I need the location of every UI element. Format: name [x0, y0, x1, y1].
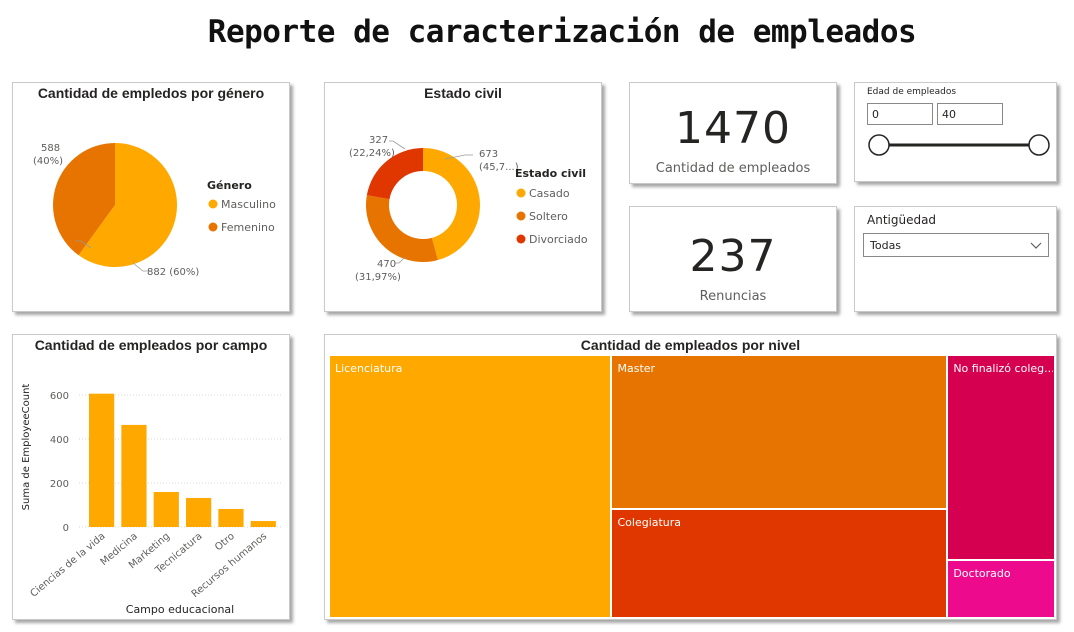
bar-recursos-humanos[interactable] — [250, 521, 276, 527]
slider-min-handle[interactable] — [868, 134, 890, 156]
page-title: Reporte de caracterización de empleados — [207, 14, 917, 50]
slider-max-handle[interactable] — [1028, 134, 1050, 156]
treemap-label-no-finalizo-coleg: No finalizó coleg... — [953, 362, 1053, 375]
treemap-cell-master[interactable]: Master — [611, 355, 948, 509]
bar-medicina[interactable] — [121, 424, 147, 527]
seniority-card: Antigüedad Todas — [854, 206, 1057, 312]
treemap-cell-no-finalizo-coleg[interactable]: No finalizó coleg... — [947, 355, 1055, 561]
slice-casado[interactable] — [423, 148, 480, 261]
age-slicer-title: Edad de empleados — [867, 87, 957, 97]
x-tick-label-ciencias-de-la-vida: Ciencias de la vida — [28, 531, 107, 600]
treemap-label-doctorado: Doctorado — [953, 567, 1011, 581]
gender-label-femenino: 588 — [41, 143, 60, 154]
legend-label-soltero[interactable]: Soltero — [529, 210, 568, 223]
legend-label-masculino[interactable]: Masculino — [221, 198, 276, 211]
treemap-cell-colegiatura[interactable]: Colegiatura — [611, 508, 948, 618]
legend-marker-divorciado — [516, 234, 526, 244]
level-card: Cantidad de empleados por nivel Licencia… — [324, 334, 1057, 620]
legend-label-divorciado[interactable]: Divorciado — [529, 233, 588, 246]
seniority-title: Antigüedad — [867, 213, 937, 227]
slice-masculino[interactable] — [78, 143, 177, 267]
civil-label-divorciado-b: (22,24%) — [349, 148, 395, 159]
gender-label-femenino-pct: (40%) — [33, 156, 63, 167]
seniority-dropdown[interactable]: Todas — [863, 233, 1049, 257]
civil-label-soltero-b: (31,97%) — [355, 272, 401, 283]
slice-divorciado[interactable] — [366, 148, 423, 200]
gender-title: Cantidad de empledos por género — [37, 85, 265, 101]
kpi-employees-value: 1470 — [675, 103, 791, 154]
leader-line-soltero — [395, 256, 406, 264]
civil-legend-title: Estado civil — [515, 167, 586, 180]
slice-soltero[interactable] — [366, 195, 438, 262]
legend-marker-masculino — [208, 199, 218, 209]
level-title: Cantidad de empleados por nivel — [580, 337, 801, 353]
field-card: Cantidad de empleados por campo 0 200 400 6… — [12, 334, 290, 620]
civil-label-divorciado-a: 327 — [369, 135, 388, 146]
treemap-cell-doctorado[interactable]: Doctorado — [947, 560, 1055, 618]
legend-marker-femenino — [208, 222, 218, 232]
chevron-down-icon — [1030, 242, 1042, 249]
kpi-employees-card: 1470 Cantidad de empleados — [629, 82, 837, 184]
civil-card: Estado civil 673 (45,7...) 470 (31,97%) … — [324, 82, 602, 312]
field-xlabel: Campo educacional — [126, 603, 234, 616]
y-tick-label: 400 — [50, 435, 69, 446]
bar-otro[interactable] — [218, 508, 244, 527]
bar-tecnicatura[interactable] — [186, 497, 212, 527]
gender-label-masculino: 882 (60%) — [147, 267, 199, 278]
legend-marker-soltero — [516, 211, 526, 221]
field-ylabel: Suma de EmployeeCount — [21, 384, 32, 511]
kpi-resignations-card: 237 Renuncias — [629, 206, 837, 312]
bar-ciencias-de-la-vida[interactable] — [89, 393, 115, 527]
leader-line-casado — [444, 154, 473, 160]
slice-femenino[interactable] — [53, 143, 115, 256]
civil-donut-chart[interactable]: 673 (45,7...) 470 (31,97%) 327 (22,24%) … — [325, 83, 601, 311]
treemap-label-colegiatura: Colegiatura — [617, 515, 682, 529]
level-treemap[interactable]: Licenciatura Master Colegiatura No finalizó… — [329, 355, 1055, 618]
civil-label-casado-a: 673 — [479, 149, 498, 160]
kpi-resignations-label: Renuncias — [699, 289, 767, 304]
treemap-label-master: Master — [617, 362, 656, 375]
x-tick-label-otro: Otro — [213, 531, 237, 553]
civil-title: Estado civil — [424, 85, 502, 101]
gender-legend-title: Género — [207, 179, 252, 192]
kpi-resignations-value: 237 — [689, 231, 777, 282]
gender-pie-chart[interactable]: 588 (40%) 882 (60%) Género Masculino Feme… — [13, 83, 289, 311]
age-range-slider[interactable] — [855, 127, 1055, 167]
civil-label-casado-b: (45,7...) — [479, 162, 519, 173]
y-tick-label: 600 — [50, 391, 69, 402]
legend-marker-casado — [516, 188, 526, 198]
age-max-input[interactable]: 40 — [937, 103, 1003, 125]
leader-line-femenino — [75, 240, 92, 249]
field-title: Cantidad de empleados por campo — [34, 337, 268, 353]
age-slicer-card: Edad de empleados 0 40 — [854, 82, 1057, 182]
treemap-cell-licenciatura[interactable]: Licenciatura — [329, 355, 612, 618]
kpi-employees-label: Cantidad de empleados — [655, 161, 811, 176]
age-min-input[interactable]: 0 — [867, 103, 933, 125]
legend-label-femenino[interactable]: Femenino — [221, 221, 275, 234]
legend-label-casado[interactable]: Casado — [529, 187, 570, 200]
bar-marketing[interactable] — [153, 492, 179, 527]
y-tick-label: 0 — [63, 523, 69, 534]
seniority-selected: Todas — [870, 239, 902, 252]
gender-card: Cantidad de empledos por género 588 (40%… — [12, 82, 290, 312]
civil-label-soltero-a: 470 — [377, 259, 396, 270]
treemap-label-licenciatura: Licenciatura — [335, 362, 403, 375]
y-tick-label: 200 — [50, 479, 69, 490]
leader-line-masculino — [132, 262, 149, 272]
leader-line-divorciado — [389, 140, 406, 150]
